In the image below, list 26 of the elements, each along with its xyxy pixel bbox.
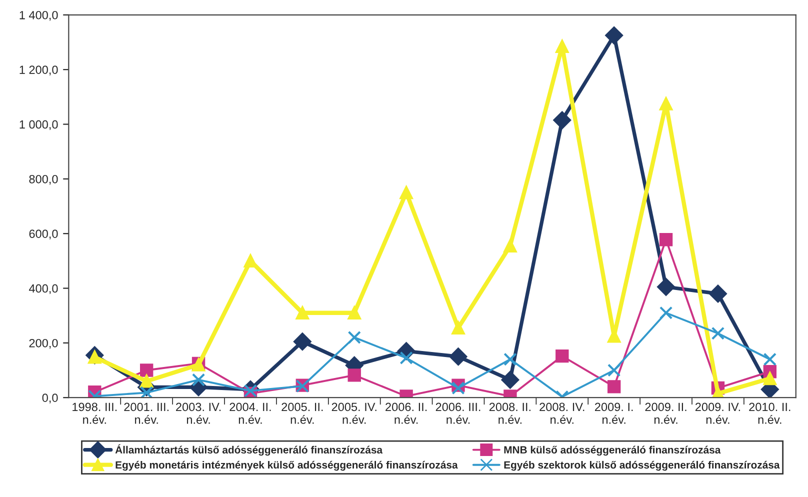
- y-tick-label: 600,0: [29, 230, 58, 240]
- legend-label: Egyéb szektorok külső adósséggeneráló finanszírozása: [504, 460, 780, 471]
- x-tick-label: 1998. III. n.év.: [72, 402, 117, 424]
- x-tick-label: 2006. II. n.év.: [386, 402, 427, 424]
- y-tick-label: 1 000,0: [20, 120, 58, 130]
- x-tick-label: 2005. IV. n.év.: [332, 402, 376, 424]
- y-tick-label: 0,0: [42, 394, 58, 404]
- y-tick-label: 1 400,0: [20, 10, 58, 21]
- legend-label: MNB külső adósséggeneráló finanszírozása: [504, 446, 721, 456]
- y-tick-label: 200,0: [29, 338, 58, 349]
- legend-label: Egyéb monetáris intézmények külső adósséggeneráló finanszírozása: [116, 460, 458, 471]
- y-tick-label: 1 200,0: [20, 66, 58, 76]
- x-tick-label: 2003. IV. n.év.: [176, 402, 221, 424]
- y-tick-label: 400,0: [28, 284, 58, 294]
- x-tick-label: 2009. I. n.év.: [594, 402, 633, 424]
- x-tick-label: 2005. II. n.év.: [282, 402, 323, 424]
- y-tick-label: 800,0: [29, 174, 58, 185]
- x-tick-label: 2006. III. n.év.: [436, 402, 480, 424]
- x-tick-label: 2004. II. n.év.: [230, 402, 271, 424]
- x-tick-label: 2008. IV. n.év.: [540, 402, 584, 424]
- legend-label: Államháztartás külső adósséggeneráló finanszírozása: [115, 444, 383, 456]
- x-tick-label: 2009. IV. n.év.: [695, 402, 740, 424]
- x-tick-label: 2009. II. n.év.: [645, 402, 686, 424]
- x-tick-label: 2010. II. n.év.: [749, 402, 790, 424]
- x-tick-label: 2001. III. n.év.: [124, 402, 168, 424]
- x-tick-label: 2008. II. n.év.: [489, 402, 530, 424]
